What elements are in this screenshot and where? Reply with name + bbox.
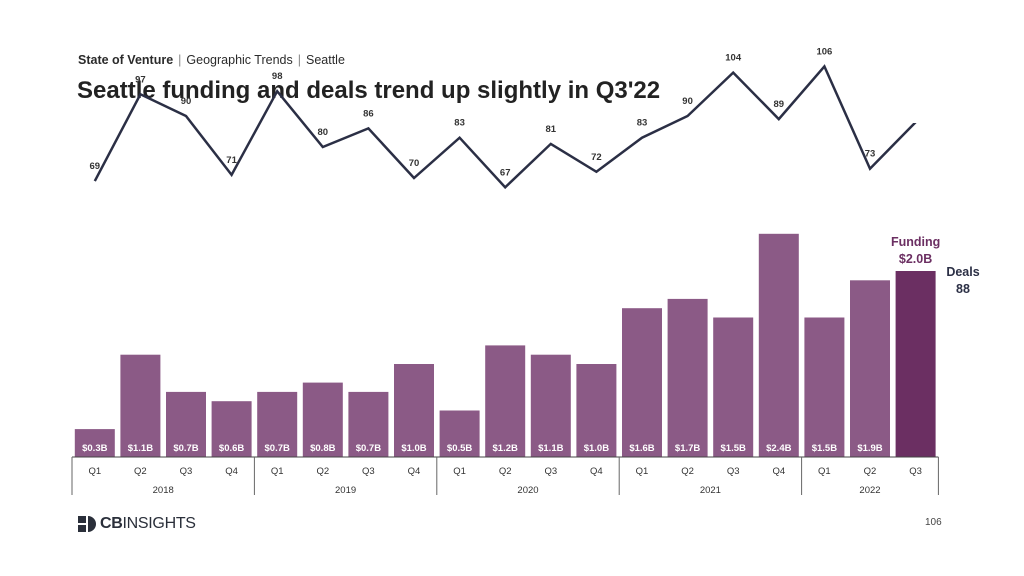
- funding-bar: [576, 364, 617, 457]
- quarter-tick-label: Q2: [681, 466, 694, 477]
- funding-bar: [211, 401, 252, 457]
- deals-value-label: 83: [637, 118, 648, 129]
- funding-bar: [667, 298, 708, 457]
- quarter-tick-label: Q3: [544, 466, 557, 477]
- legend-funding-value: $2.0B: [899, 252, 932, 266]
- funding-value-label: $2.4B: [766, 443, 791, 454]
- funding-bar: [257, 391, 298, 457]
- quarter-tick-label: Q3: [909, 466, 922, 477]
- funding-value-label: $0.8B: [310, 443, 335, 454]
- deals-value-label: 83: [454, 118, 465, 129]
- breadcrumb: State of Venture | Geographic Trends | Seatt…: [78, 53, 345, 67]
- year-tick-label: 2021: [700, 485, 721, 496]
- funding-value-label: $1.6B: [629, 443, 654, 454]
- quarter-tick-label: Q4: [408, 466, 421, 477]
- quarter-tick-label: Q1: [88, 466, 101, 477]
- quarter-tick-label: Q4: [225, 466, 238, 477]
- funding-value-label: $0.7B: [356, 443, 381, 454]
- deals-value-label: 106: [816, 46, 832, 57]
- deals-value-label: 80: [318, 127, 329, 138]
- funding-bar: [166, 391, 206, 457]
- quarter-tick-label: Q2: [499, 466, 512, 477]
- deals-value-label: 69: [90, 161, 101, 172]
- funding-bar: [895, 271, 936, 457]
- deals-value-label: 90: [181, 96, 192, 107]
- cb-insights-logo: CBINSIGHTS: [78, 514, 196, 534]
- deals-value-label: 73: [865, 149, 876, 160]
- breadcrumb-subsection: Geographic Trends: [186, 53, 293, 67]
- funding-bar: [485, 345, 526, 457]
- funding-bar: [758, 233, 799, 457]
- quarter-tick-label: Q4: [772, 466, 785, 477]
- deals-value-label: 81: [546, 124, 557, 135]
- funding-value-label: $1.9B: [857, 443, 882, 454]
- deals-value-label: 71: [226, 155, 237, 166]
- breadcrumb-section: State of Venture: [78, 53, 174, 67]
- funding-bar: [850, 280, 890, 457]
- funding-value-label: $1.1B: [538, 443, 563, 454]
- funding-bar: [394, 364, 434, 457]
- funding-value-label: $0.7B: [265, 443, 290, 454]
- quarter-tick-label: Q1: [818, 466, 831, 477]
- funding-bar: [713, 317, 754, 457]
- funding-bar: [439, 410, 480, 457]
- quarter-tick-label: Q1: [636, 466, 649, 477]
- quarter-tick-label: Q2: [864, 466, 877, 477]
- legend-deals-value: 88: [956, 282, 970, 296]
- year-tick-label: 2019: [335, 485, 356, 496]
- deals-value-label: 104: [725, 53, 742, 64]
- quarter-tick-label: Q3: [727, 466, 740, 477]
- funding-bar: [348, 391, 389, 457]
- funding-bar: [622, 308, 662, 457]
- funding-value-label: $1.1B: [128, 443, 153, 454]
- funding-value-label: $1.0B: [584, 443, 609, 454]
- year-tick-label: 2020: [517, 485, 538, 496]
- deals-value-label: 89: [774, 99, 785, 110]
- funding-bar: [302, 382, 343, 457]
- quarter-tick-label: Q1: [453, 466, 466, 477]
- cb-insights-logo-text: CBINSIGHTS: [100, 515, 196, 532]
- funding-value-label: $0.6B: [219, 443, 244, 454]
- funding-value-label: $1.0B: [401, 443, 426, 454]
- quarter-tick-label: Q2: [134, 466, 147, 477]
- funding-bar: [804, 317, 845, 457]
- quarter-tick-label: Q3: [362, 466, 375, 477]
- page-title: Seattle funding and deals trend up sligh…: [77, 77, 661, 104]
- funding-value-label: $0.5B: [447, 443, 472, 454]
- funding-bar: [74, 429, 115, 457]
- deals-line: [93, 64, 917, 190]
- cb-insights-logo-icon: [78, 516, 98, 532]
- deals-value-label: 90: [682, 96, 693, 107]
- deals-value-label: 72: [591, 152, 602, 163]
- quarter-tick-label: Q2: [316, 466, 329, 477]
- breadcrumb-location: Seattle: [305, 53, 345, 67]
- funding-value-label: $0.7B: [173, 443, 198, 454]
- breadcrumb-separator: |: [297, 53, 301, 67]
- page-number: 106: [925, 517, 942, 528]
- deals-value-label: 97: [135, 74, 146, 85]
- funding-value-label: $1.2B: [493, 443, 518, 454]
- funding-value-label: $1.5B: [812, 443, 837, 454]
- quarter-tick-label: Q3: [180, 466, 193, 477]
- funding-value-label: $1.5B: [721, 443, 746, 454]
- deals-value-label: 67: [500, 167, 511, 178]
- funding-bar: [530, 354, 571, 457]
- year-tick-label: 2018: [153, 485, 174, 496]
- quarter-tick-label: Q4: [590, 466, 603, 477]
- legend-deals-title: Deals: [946, 265, 979, 279]
- quarter-tick-label: Q1: [271, 466, 284, 477]
- funding-value-label: $0.3B: [82, 443, 107, 454]
- deals-value-label: 70: [409, 158, 420, 169]
- breadcrumb-separator: |: [178, 53, 182, 67]
- year-tick-label: 2022: [859, 485, 880, 496]
- funding-bar: [120, 354, 161, 457]
- deals-value-label: 98: [272, 71, 283, 82]
- funding-value-label: $1.7B: [675, 443, 700, 454]
- deals-value-label: 86: [363, 108, 374, 119]
- legend-funding-title: Funding: [891, 235, 940, 249]
